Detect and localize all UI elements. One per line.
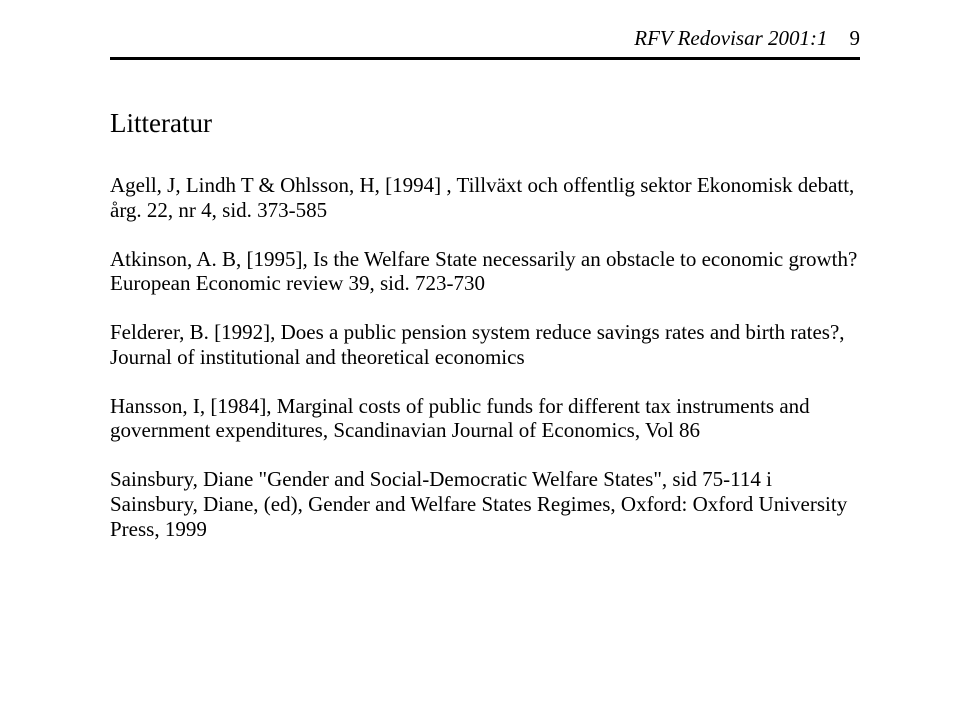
- header-title: RFV Redovisar 2001:1: [634, 26, 827, 51]
- running-header: RFV Redovisar 2001:1 9: [110, 26, 860, 51]
- reference-entry: Agell, J, Lindh T & Ohlsson, H, [1994] ,…: [110, 173, 860, 223]
- document-page: RFV Redovisar 2001:1 9 Litteratur Agell,…: [0, 0, 960, 541]
- page-number: 9: [850, 26, 861, 51]
- header-rule: [110, 57, 860, 60]
- reference-entry: Sainsbury, Diane "Gender and Social-Demo…: [110, 467, 860, 541]
- reference-entry: Felderer, B. [1992], Does a public pensi…: [110, 320, 860, 370]
- reference-entry: Hansson, I, [1984], Marginal costs of pu…: [110, 394, 860, 444]
- section-heading: Litteratur: [110, 108, 860, 139]
- reference-entry: Atkinson, A. B, [1995], Is the Welfare S…: [110, 247, 860, 297]
- references-list: Agell, J, Lindh T & Ohlsson, H, [1994] ,…: [110, 173, 860, 541]
